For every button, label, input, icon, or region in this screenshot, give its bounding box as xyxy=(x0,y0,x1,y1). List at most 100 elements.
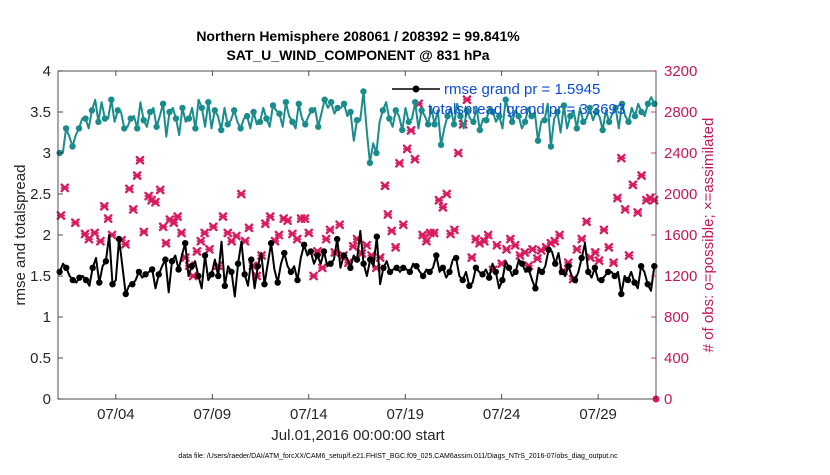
right-tick-label: 2800 xyxy=(664,104,697,121)
obs-point xyxy=(177,228,186,238)
totalspread-point xyxy=(295,100,303,108)
obs-point xyxy=(479,236,489,246)
obs-point xyxy=(96,236,105,246)
totalspread-point xyxy=(321,96,328,103)
rmse-point xyxy=(314,252,321,259)
right-tick-label: 1200 xyxy=(664,268,697,285)
rmse-point xyxy=(56,268,63,276)
totalspread-point xyxy=(560,102,568,109)
rmse-point xyxy=(373,233,381,240)
obs-point xyxy=(121,239,130,249)
rmse-point xyxy=(598,276,605,284)
obs-point xyxy=(218,212,228,221)
obs-point xyxy=(260,219,270,229)
obs-point xyxy=(200,228,210,238)
totalspread-point xyxy=(327,98,335,106)
rmse-point xyxy=(472,264,480,271)
totalspread-point xyxy=(153,123,160,130)
totalspread-point xyxy=(237,125,244,132)
obs-point xyxy=(492,240,502,250)
totalspread-point xyxy=(353,117,361,124)
obs-point xyxy=(418,230,427,240)
totalspread-point xyxy=(411,98,419,106)
totalspread-point xyxy=(379,107,387,114)
rmse-point xyxy=(611,272,618,280)
obs-point xyxy=(380,181,390,191)
totalspread-point xyxy=(508,118,516,126)
totalspread-point xyxy=(133,125,141,132)
rmse-point xyxy=(69,276,77,284)
left-tick-label: 2.5 xyxy=(30,186,51,203)
rmse-point xyxy=(63,264,70,271)
totalspread-point xyxy=(618,100,626,108)
rmse-point xyxy=(578,254,585,262)
totalspread-point xyxy=(502,96,509,103)
rmse-point xyxy=(591,264,599,271)
obs-point xyxy=(192,246,202,256)
obs-point xyxy=(173,212,183,221)
totalspread-point xyxy=(62,125,70,132)
totalspread-point xyxy=(644,100,652,108)
totalspread-point xyxy=(269,102,277,109)
rmse-point xyxy=(525,266,533,273)
left-tick-label: 0.5 xyxy=(30,350,51,367)
totalspread-point xyxy=(263,115,270,122)
obs-point xyxy=(128,204,138,214)
totalspread-point xyxy=(179,104,186,112)
rmse-point xyxy=(631,279,638,286)
obs-point xyxy=(462,95,472,105)
rmse-point xyxy=(585,268,592,276)
obs-point xyxy=(616,153,626,163)
totalspread-point xyxy=(340,100,348,108)
right-tick-label: 400 xyxy=(664,350,689,367)
rmse-point xyxy=(637,262,645,270)
obs-point xyxy=(604,242,614,252)
legend-rmse-label: rmse grand pr = 1.5945 xyxy=(444,81,600,98)
right-tick-label: 2000 xyxy=(664,186,697,203)
obs-point xyxy=(383,210,393,219)
totalspread-point xyxy=(75,125,83,132)
totalspread-point xyxy=(580,118,587,126)
totalspread-point xyxy=(146,108,154,116)
rmse-point xyxy=(320,248,328,255)
totalspread-point xyxy=(250,108,257,116)
right-tick-label: 0 xyxy=(664,391,672,408)
obs-point xyxy=(590,248,600,257)
totalspread-point xyxy=(528,112,535,120)
totalspread-point xyxy=(444,112,451,120)
totalspread-point xyxy=(554,108,561,116)
obs-point xyxy=(70,218,80,228)
obs-point xyxy=(395,158,404,168)
left-tick-label: 3 xyxy=(43,145,51,162)
obs-point xyxy=(103,214,113,224)
rmse-point xyxy=(618,290,625,298)
rmse-point xyxy=(439,264,447,271)
rmse-point xyxy=(446,268,453,276)
obs-point xyxy=(124,184,134,194)
obs-point xyxy=(325,225,335,235)
obs-point xyxy=(467,253,477,262)
obs-point xyxy=(317,263,327,273)
left-axis-label: rmse and totalspread xyxy=(12,165,29,306)
rmse-point xyxy=(109,281,116,288)
obs-point xyxy=(620,204,630,214)
obs-point xyxy=(391,242,400,252)
rmse-point xyxy=(360,260,367,267)
totalspread-point xyxy=(470,118,477,126)
rmse-point xyxy=(651,262,658,270)
x-tick-label: 07/29 xyxy=(579,406,617,423)
obs-point xyxy=(398,220,408,230)
obs-point xyxy=(624,251,634,260)
rmse-point xyxy=(168,258,176,265)
obs-point xyxy=(387,226,397,236)
totalspread-point xyxy=(95,118,102,126)
rmse-point xyxy=(466,282,473,290)
rmse-point xyxy=(201,252,209,259)
totalspread-point xyxy=(172,115,180,122)
totalspread-point xyxy=(69,143,76,150)
obs-point xyxy=(453,148,463,158)
rmse-point xyxy=(215,272,222,280)
obs-point xyxy=(135,155,145,165)
rmse-point xyxy=(532,285,539,292)
rmse-point xyxy=(267,240,275,247)
